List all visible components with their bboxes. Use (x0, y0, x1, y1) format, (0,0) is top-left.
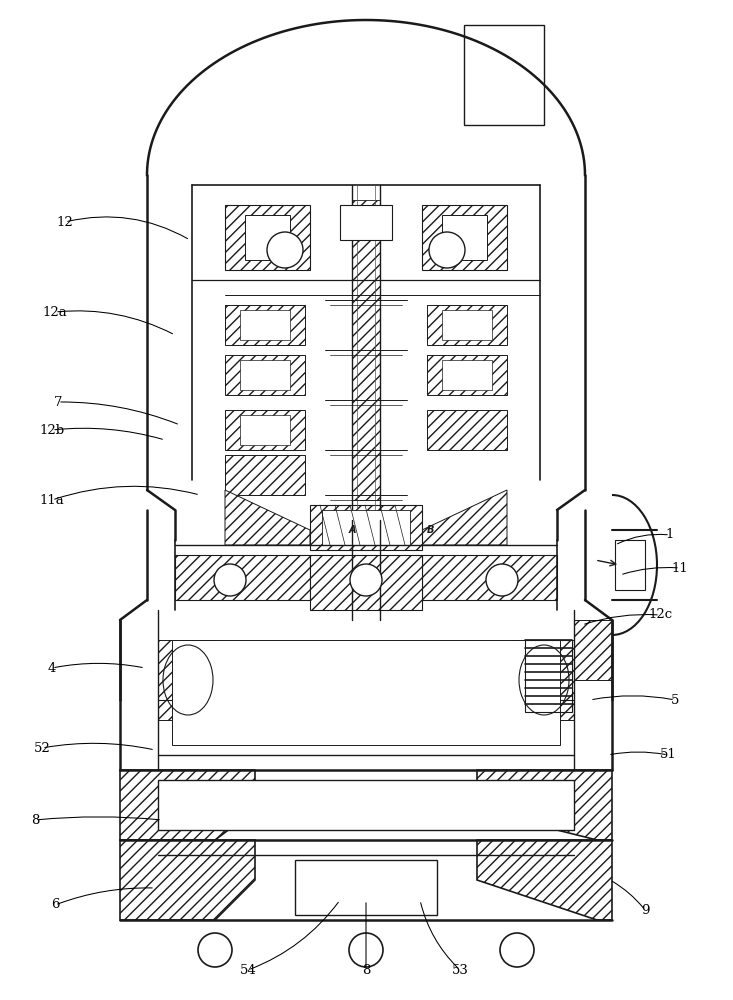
Bar (240, 415, 290, 445)
Bar (225, 305, 305, 345)
Text: 51: 51 (660, 748, 677, 762)
Bar (315, 875, 417, 905)
Bar (225, 355, 305, 395)
Bar (525, 640, 572, 712)
Circle shape (429, 232, 465, 268)
Text: 53: 53 (452, 964, 468, 976)
Bar (422, 205, 507, 270)
Bar (310, 505, 422, 550)
Text: 1: 1 (666, 528, 674, 542)
Bar (442, 360, 492, 390)
Circle shape (349, 933, 383, 967)
Polygon shape (422, 555, 557, 600)
Text: 12c: 12c (648, 608, 672, 621)
Bar (442, 215, 487, 260)
Circle shape (198, 933, 232, 967)
Polygon shape (120, 770, 255, 840)
Bar (615, 540, 645, 590)
Bar (464, 25, 544, 125)
Bar (158, 640, 218, 720)
Text: 8: 8 (31, 814, 39, 826)
Circle shape (350, 564, 382, 596)
Circle shape (486, 564, 518, 596)
Bar (427, 410, 507, 450)
Text: 5: 5 (671, 694, 679, 706)
Polygon shape (477, 770, 612, 840)
Text: 9: 9 (641, 904, 649, 916)
Polygon shape (225, 490, 310, 545)
Circle shape (214, 564, 246, 596)
Text: A: A (348, 525, 356, 535)
Bar (158, 780, 574, 830)
Bar (352, 200, 380, 500)
Text: 8: 8 (362, 964, 370, 976)
Bar (158, 800, 218, 830)
Bar (225, 455, 305, 495)
Bar (442, 310, 492, 340)
Text: B: B (427, 525, 434, 535)
Text: 54: 54 (240, 964, 257, 976)
Text: 12b: 12b (40, 424, 65, 436)
Bar (225, 410, 305, 450)
Bar (514, 800, 574, 830)
Polygon shape (477, 840, 612, 920)
Bar (427, 355, 507, 395)
Text: 52: 52 (34, 742, 51, 754)
Bar (574, 620, 612, 680)
Text: 6: 6 (51, 898, 59, 912)
Text: 12: 12 (56, 216, 73, 229)
Bar (245, 215, 290, 260)
Bar (322, 510, 410, 545)
Bar (240, 360, 290, 390)
Bar (476, 30, 530, 120)
Polygon shape (422, 490, 507, 545)
Bar (427, 305, 507, 345)
Text: 4: 4 (48, 662, 56, 674)
Circle shape (500, 933, 534, 967)
Bar (295, 860, 437, 915)
Bar (240, 310, 290, 340)
Bar (514, 640, 574, 720)
Bar (225, 205, 310, 270)
Text: 11a: 11a (40, 493, 65, 506)
Bar (340, 205, 392, 240)
Text: 11: 11 (671, 562, 688, 574)
Circle shape (267, 232, 303, 268)
Text: 12a: 12a (43, 306, 67, 318)
Text: 7: 7 (54, 395, 62, 408)
Bar (310, 555, 422, 610)
Bar (344, 215, 388, 233)
Polygon shape (120, 840, 255, 920)
Bar (172, 640, 560, 745)
Polygon shape (175, 555, 310, 600)
